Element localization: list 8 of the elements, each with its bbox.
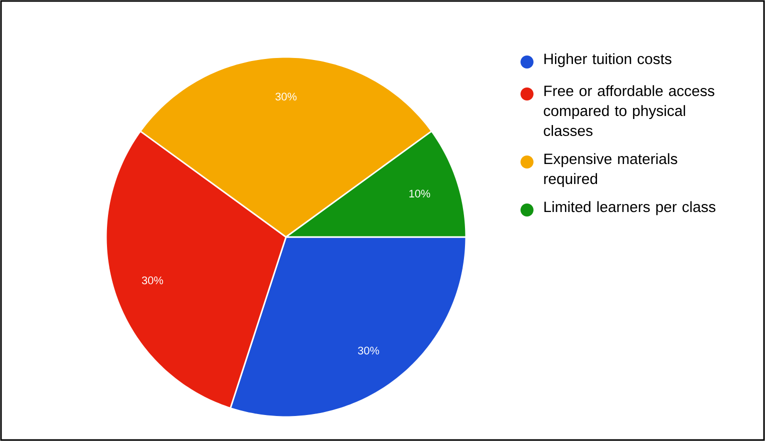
legend-label: Free or affordable access compared to physical classes [544,85,714,136]
data-label: 30% [358,346,380,354]
legend-label: Higher tuition costs [544,53,672,68]
data-label: 30% [275,92,297,100]
data-label: 30% [142,276,164,284]
legend-label: Limited learners per class [544,201,716,216]
legend-label: Expensive materials required [544,153,678,188]
data-label: 10% [409,190,430,198]
